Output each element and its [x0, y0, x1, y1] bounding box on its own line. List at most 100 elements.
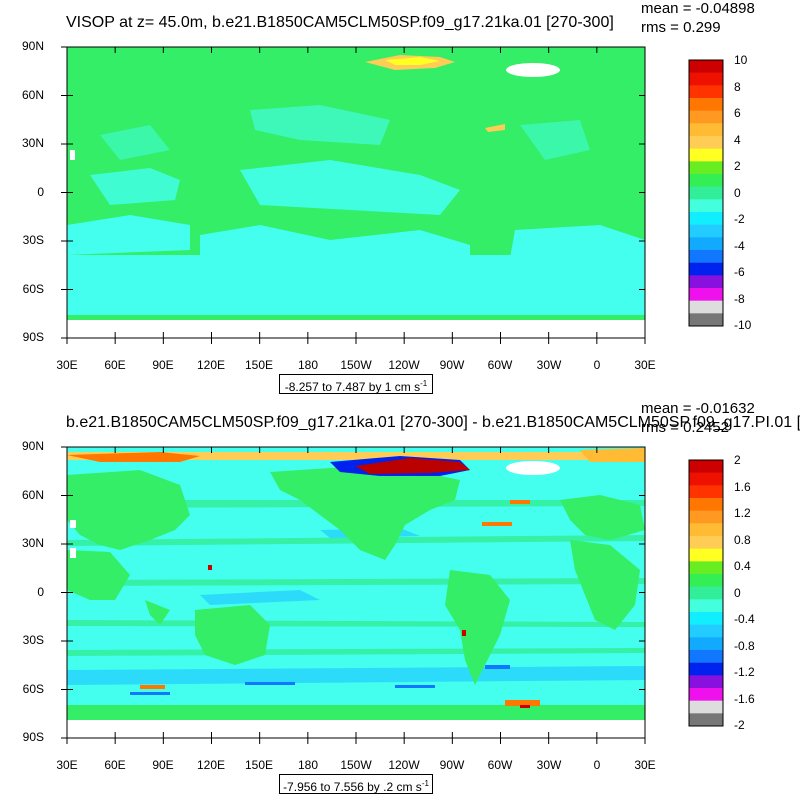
- lon-label: 60E: [104, 358, 126, 372]
- colorbar-swatch: [689, 536, 723, 549]
- lat-label: 30N: [21, 136, 44, 150]
- lat-label: 90S: [22, 730, 44, 744]
- colorbar-swatch: [689, 262, 723, 276]
- bottom-title: b.e21.B1850CAM5CLM50SP.f09_g17.21ka.01 […: [66, 414, 800, 431]
- colorbar-swatch: [689, 174, 723, 187]
- lat-label: 60N: [21, 88, 44, 102]
- colorbar-swatch: [689, 675, 723, 689]
- colorbar-swatch: [689, 123, 723, 137]
- top-map: [61, 46, 646, 344]
- top-range-sup: -1: [420, 379, 428, 388]
- colorbar-label: 10: [734, 53, 748, 67]
- top-mean: mean = -0.04898: [641, 0, 755, 17]
- top-range-text: -8.257 to 7.487 by 1 cm s: [284, 380, 421, 394]
- colorbar-label: 4: [734, 133, 741, 147]
- colorbar-label: -2: [734, 718, 745, 732]
- colorbar-swatch: [689, 98, 723, 111]
- lon-label: 120E: [196, 358, 226, 372]
- colorbar-swatch: [689, 186, 723, 200]
- lat-label: 60S: [22, 682, 44, 696]
- lon-label: 0: [593, 358, 601, 372]
- top-panel: VISOP at z= 45.0m, b.e21.B1850CAM5CLM50S…: [21, 0, 755, 394]
- colorbar-swatch: [689, 485, 723, 499]
- colorbar-swatch: [689, 148, 723, 162]
- lon-label: 120W: [388, 758, 420, 772]
- colorbar-swatch: [689, 60, 723, 73]
- lon-label: 30W: [536, 758, 562, 772]
- colorbar-swatch: [689, 275, 723, 289]
- lon-label: 30E: [634, 758, 656, 772]
- colorbar-swatch: [689, 650, 723, 663]
- bottom-greenland-missing: [506, 461, 560, 475]
- lon-label: 150W: [340, 758, 372, 772]
- bottom-arctic-band: [67, 452, 645, 460]
- colorbar-swatch: [689, 548, 723, 562]
- colorbar-label: 8: [734, 80, 741, 94]
- bottom-colorbar: [688, 459, 724, 727]
- lon-label: 180: [297, 358, 319, 372]
- colorbar-swatch: [689, 224, 723, 238]
- colorbar-label: 6: [734, 106, 741, 120]
- bottom-panel: b.e21.B1850CAM5CLM50SP.f09_g17.21ka.01 […: [0, 400, 800, 800]
- colorbar-label: -0.4: [734, 612, 755, 626]
- colorbar-swatch: [689, 460, 723, 473]
- colorbar-label: 0.4: [734, 559, 751, 573]
- colorbar-label: -1.6: [734, 692, 755, 706]
- lon-label: 120E: [196, 758, 226, 772]
- lon-label: 150E: [244, 358, 274, 372]
- top-colorbar: [688, 59, 724, 327]
- colorbar-swatch: [689, 288, 723, 301]
- colorbar-swatch: [689, 161, 723, 175]
- colorbar-swatch: [689, 110, 723, 124]
- colorbar-swatch: [689, 498, 723, 511]
- lon-label: 90E: [152, 758, 174, 772]
- top-rms: rms = 0.299: [641, 19, 721, 36]
- colorbar-swatch: [689, 313, 723, 327]
- colorbar-swatch: [689, 561, 723, 575]
- colorbar-swatch: [689, 700, 723, 714]
- colorbar-swatch: [689, 624, 723, 638]
- colorbar-swatch: [689, 574, 723, 587]
- lon-label: 60W: [487, 758, 513, 772]
- colorbar-swatch: [689, 199, 723, 213]
- lat-label: 30S: [22, 633, 44, 647]
- colorbar-swatch: [689, 300, 723, 314]
- bottom-mean: mean = -0.01632: [641, 400, 755, 417]
- colorbar-label: 0: [734, 586, 741, 600]
- colorbar-swatch: [689, 586, 723, 600]
- colorbar-swatch: [689, 599, 723, 613]
- colorbar-label: 0.8: [734, 533, 751, 547]
- lat-label: 60N: [21, 488, 44, 502]
- lat-label: 30N: [21, 536, 44, 550]
- colorbar-swatch: [689, 612, 723, 625]
- lat-label: 90S: [22, 330, 44, 344]
- lon-label: 30E: [634, 358, 656, 372]
- colorbar-swatch: [689, 637, 723, 651]
- colorbar-label: -1.2: [734, 665, 755, 679]
- lon-label: 90W: [439, 758, 465, 772]
- bottom-arctic-positive: [355, 458, 470, 474]
- colorbar-swatch: [689, 212, 723, 225]
- colorbar-swatch: [689, 510, 723, 524]
- lat-label: 60S: [22, 282, 44, 296]
- lon-label: 0: [593, 758, 601, 772]
- lat-label: 30S: [22, 233, 44, 247]
- colorbar-label: 2: [734, 159, 741, 173]
- colorbar-label: 1.6: [734, 480, 751, 494]
- lon-label: 30E: [56, 758, 78, 772]
- colorbar-label: -10: [734, 318, 752, 332]
- colorbar-label: -0.8: [734, 639, 755, 653]
- colorbar-swatch: [689, 688, 723, 701]
- colorbar-swatch: [689, 85, 723, 99]
- lon-label: 90W: [439, 358, 465, 372]
- colorbar-label: -2: [734, 212, 745, 226]
- colorbar-swatch: [689, 472, 723, 486]
- colorbar-label: -4: [734, 239, 745, 253]
- colorbar-label: 2: [734, 453, 741, 467]
- colorbar-swatch: [689, 237, 723, 251]
- colorbar-label: -6: [734, 265, 745, 279]
- top-title: VISOP at z= 45.0m, b.e21.B1850CAM5CLM50S…: [66, 14, 614, 31]
- bottom-range-text: -7.956 to 7.556 by .2 cm s: [283, 780, 422, 794]
- colorbar-label: 0: [734, 186, 741, 200]
- colorbar-swatch: [689, 72, 723, 86]
